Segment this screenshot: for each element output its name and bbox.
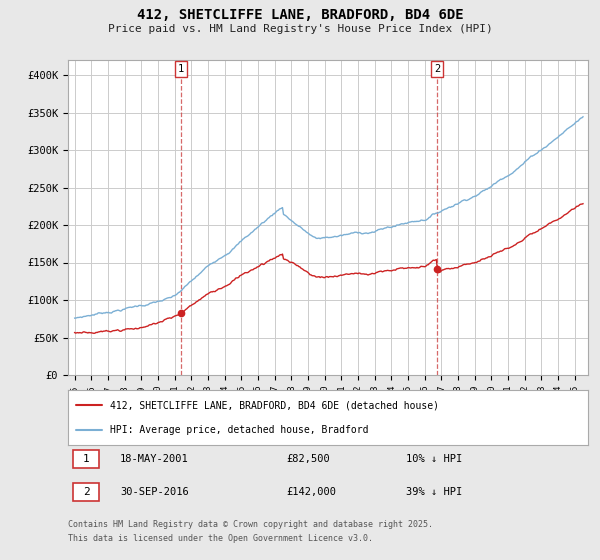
Text: 2: 2	[83, 487, 89, 497]
Text: 412, SHETCLIFFE LANE, BRADFORD, BD4 6DE (detached house): 412, SHETCLIFFE LANE, BRADFORD, BD4 6DE …	[110, 400, 439, 410]
FancyBboxPatch shape	[73, 483, 99, 501]
Text: Price paid vs. HM Land Registry's House Price Index (HPI): Price paid vs. HM Land Registry's House …	[107, 24, 493, 34]
Text: 1: 1	[83, 454, 89, 464]
Text: 1: 1	[178, 64, 184, 74]
FancyBboxPatch shape	[73, 450, 99, 468]
Text: £142,000: £142,000	[286, 487, 337, 497]
Text: 10% ↓ HPI: 10% ↓ HPI	[406, 454, 462, 464]
Text: 18-MAY-2001: 18-MAY-2001	[120, 454, 189, 464]
Text: £82,500: £82,500	[286, 454, 330, 464]
Text: This data is licensed under the Open Government Licence v3.0.: This data is licensed under the Open Gov…	[68, 534, 373, 543]
Text: HPI: Average price, detached house, Bradford: HPI: Average price, detached house, Brad…	[110, 425, 368, 435]
Text: 39% ↓ HPI: 39% ↓ HPI	[406, 487, 462, 497]
Text: 30-SEP-2016: 30-SEP-2016	[120, 487, 189, 497]
Text: 412, SHETCLIFFE LANE, BRADFORD, BD4 6DE: 412, SHETCLIFFE LANE, BRADFORD, BD4 6DE	[137, 8, 463, 22]
Text: Contains HM Land Registry data © Crown copyright and database right 2025.: Contains HM Land Registry data © Crown c…	[68, 520, 433, 529]
Text: 2: 2	[434, 64, 440, 74]
